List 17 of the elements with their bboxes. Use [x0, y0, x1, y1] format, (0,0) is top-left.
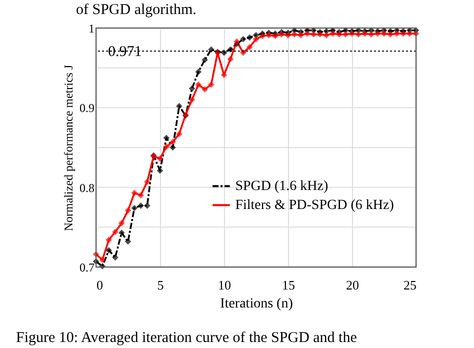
- x-tick-label: 0: [96, 278, 103, 292]
- x-tick-label: 5: [157, 278, 164, 292]
- x-tick-label: 20: [346, 278, 359, 292]
- y-tick-label: 0.7: [80, 260, 94, 274]
- y-tick-label: 1: [88, 22, 94, 36]
- x-axis-title: Iterations (n): [220, 296, 294, 312]
- legend-label: SPGD (1.6 kHz): [235, 179, 328, 194]
- ref-line-label: 0.971: [108, 44, 142, 60]
- x-tick-label: 25: [404, 278, 416, 292]
- text: of SPGD algorithm.: [76, 2, 196, 18]
- y-axis-title: Normalized performance metrics J: [62, 64, 76, 232]
- y-tick-label: 0.9: [80, 101, 94, 116]
- x-tick-label: 15: [282, 278, 295, 292]
- legend-label: Filters & PD-SPGD (6 kHz): [235, 198, 394, 214]
- y-tick-label: 0.8: [80, 180, 94, 195]
- caption: Figure 10: Averaged iteration curve of the SPGD and the: [16, 330, 358, 346]
- x-tick-label: 10: [218, 278, 231, 292]
